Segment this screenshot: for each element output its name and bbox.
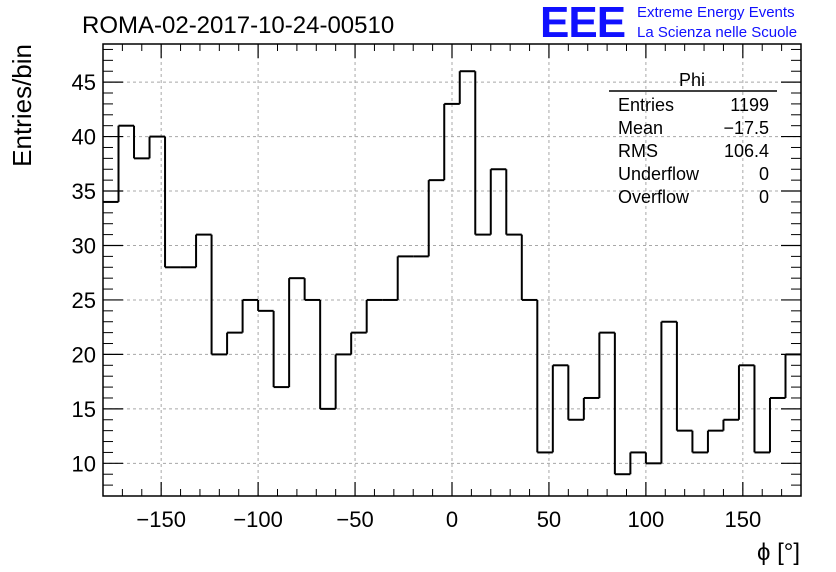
histogram-bin [273, 278, 291, 389]
stats-row-value: −17.5 [723, 118, 769, 138]
y-axis-label: Entries/bin [7, 44, 37, 167]
histogram-bin [227, 299, 244, 334]
histogram-bin [118, 124, 136, 159]
y-tick-label: 30 [72, 233, 96, 258]
histogram-bin [521, 298, 539, 453]
logo-line-2: La Scienza nelle Scuole [637, 24, 798, 41]
stats-row-label: Underflow [618, 164, 700, 184]
x-tick-label: 50 [537, 507, 561, 532]
stats-title: Phi [679, 70, 705, 90]
stats-row-label: Entries [618, 95, 674, 115]
stats-row-label: Mean [618, 118, 663, 138]
histogram-bin [180, 234, 198, 269]
x-tick-label: 150 [724, 507, 761, 532]
histogram-bin [583, 332, 601, 399]
histogram-bars [103, 70, 801, 476]
histogram-bin [335, 332, 353, 356]
histogram-bin [351, 299, 368, 334]
stats-row: RMS 106.4 [618, 141, 769, 161]
histogram-bin [645, 321, 663, 465]
histogram-bin [599, 331, 616, 475]
y-tick-label: 35 [72, 179, 96, 204]
histogram-bin [304, 298, 322, 409]
stats-row: Mean −17.5 [618, 118, 769, 138]
y-tick-label: 45 [72, 70, 96, 95]
histogram-bin [242, 298, 260, 311]
grid-lines [103, 44, 801, 496]
stats-row-value: 106.4 [724, 141, 769, 161]
logo-line-1: Extreme Energy Events [637, 4, 795, 21]
y-tick-label: 40 [72, 125, 96, 150]
stats-row: Entries 1199 [618, 95, 769, 115]
histogram-bin [614, 452, 632, 476]
x-axis-label: ϕ [°] [757, 539, 800, 566]
histogram-bin [475, 169, 492, 236]
stats-row-label: RMS [618, 141, 658, 161]
histogram-bin [738, 364, 756, 453]
histogram-bin [692, 430, 709, 454]
histogram-bin [552, 364, 570, 420]
y-tick-labels: 10 15 20 25 30 35 40 45 [72, 70, 96, 476]
histogram-bin [320, 354, 337, 410]
x-tick-label: 100 [628, 507, 665, 532]
histogram-bin [258, 309, 275, 388]
histogram-bin [769, 354, 787, 399]
histogram-bin [444, 71, 461, 105]
stats-row: Overflow 0 [618, 187, 769, 207]
histogram-bin [459, 70, 477, 235]
axis-ticks [102, 44, 802, 496]
histogram-bin [413, 180, 430, 258]
stats-row-value: 0 [759, 187, 769, 207]
histogram-bin [382, 256, 399, 301]
y-tick-label: 25 [72, 288, 96, 313]
histogram-bin [211, 332, 229, 356]
eee-logo: EEE [540, 0, 626, 47]
x-tick-label: −150 [136, 507, 186, 532]
histogram-bin [428, 103, 446, 182]
y-tick-label: 10 [72, 451, 96, 476]
x-tick-labels: −150 −100 −50 0 50 100 150 [136, 507, 761, 532]
chart-title: ROMA-02-2017-10-24-00510 [82, 12, 394, 39]
histogram-bin [661, 320, 678, 431]
histogram-bin [537, 365, 554, 454]
histogram-bin [149, 135, 167, 268]
histogram-bin [134, 136, 151, 160]
histogram-bin [723, 365, 740, 421]
y-tick-label: 20 [72, 342, 96, 367]
histogram-bin [506, 233, 523, 300]
histogram-bin [630, 451, 647, 464]
histogram-bin [490, 168, 508, 235]
histogram-bin [754, 397, 771, 454]
x-tick-label: 0 [446, 507, 458, 532]
histogram-bin [289, 277, 306, 300]
histogram-bin [568, 397, 585, 421]
histogram-bin [676, 429, 694, 453]
stats-row-value: 1199 [730, 95, 769, 115]
y-tick-label: 15 [72, 397, 96, 422]
stats-row-value: 0 [759, 164, 769, 184]
stats-box: Phi Entries 1199 Mean −17.5 RMS 106.4 Underflo… [609, 70, 777, 207]
histogram-bin [707, 419, 725, 432]
x-tick-label: −100 [233, 507, 283, 532]
stats-row: Underflow 0 [618, 164, 769, 184]
histogram-bin [196, 233, 213, 355]
stats-row-label: Overflow [618, 187, 690, 207]
x-tick-label: −50 [336, 507, 373, 532]
